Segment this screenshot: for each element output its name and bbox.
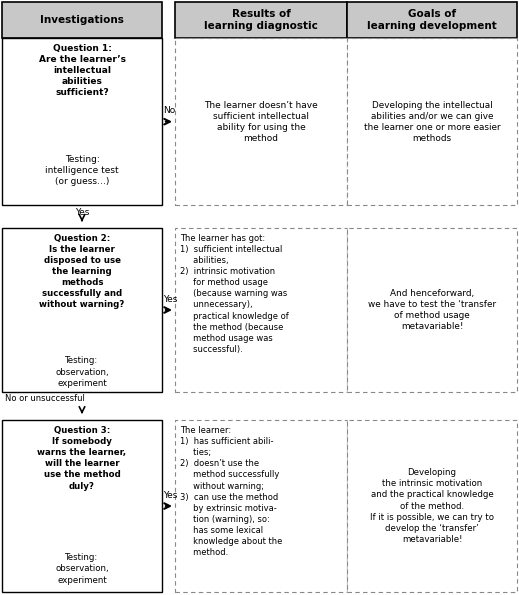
Text: Yes: Yes [163,491,178,500]
Text: Testing:
intelligence test
(or guess…): Testing: intelligence test (or guess…) [45,155,119,186]
Text: And henceforward,
we have to test the ‘transfer
of method usage
metavariable!: And henceforward, we have to test the ‘t… [368,289,496,331]
Text: Goals of
learning development: Goals of learning development [367,9,497,31]
Polygon shape [175,38,347,205]
Text: The learner doesn’t have
sufficient intellectual
ability for using the
method: The learner doesn’t have sufficient inte… [204,101,318,143]
Text: Investigations: Investigations [40,15,124,25]
Polygon shape [2,38,162,205]
Polygon shape [175,228,347,392]
Polygon shape [175,420,347,592]
Polygon shape [347,2,517,38]
Text: Testing:
observation,
experiment: Testing: observation, experiment [55,553,109,584]
Text: Question 3:
If somebody
warns the learner,
will the learner
use the method
duly?: Question 3: If somebody warns the learne… [37,426,127,490]
Polygon shape [347,420,517,592]
Polygon shape [2,420,162,592]
Text: Question 1:
Are the learner’s
intellectual
abilities
sufficient?: Question 1: Are the learner’s intellectu… [38,44,126,98]
Text: The learner has got:
1)  sufficient intellectual
     abilities,
2)  intrinsic m: The learner has got: 1) sufficient intel… [180,234,289,354]
Text: Question 2:
Is the learner
disposed to use
the learning
methods
successfully and: Question 2: Is the learner disposed to u… [39,234,125,309]
Text: Results of
learning diagnostic: Results of learning diagnostic [204,9,318,31]
Text: The learner:
1)  has sufficient abili-
     ties;
2)  doesn’t use the
     metho: The learner: 1) has sufficient abili- ti… [180,426,282,557]
Text: No: No [163,107,176,115]
Polygon shape [347,228,517,392]
Polygon shape [347,38,517,205]
Polygon shape [2,2,162,38]
Text: Yes: Yes [75,208,89,217]
Text: Developing the intellectual
abilities and/or we can give
the learner one or more: Developing the intellectual abilities an… [364,101,500,143]
Text: Developing
the intrinsic motivation
and the practical knowledge
of the method.
I: Developing the intrinsic motivation and … [370,468,494,544]
Polygon shape [2,228,162,392]
Text: No or unsuccessful: No or unsuccessful [5,394,85,403]
Text: Yes: Yes [163,295,178,304]
Text: Testing:
observation,
experiment: Testing: observation, experiment [55,356,109,387]
Polygon shape [175,2,347,38]
